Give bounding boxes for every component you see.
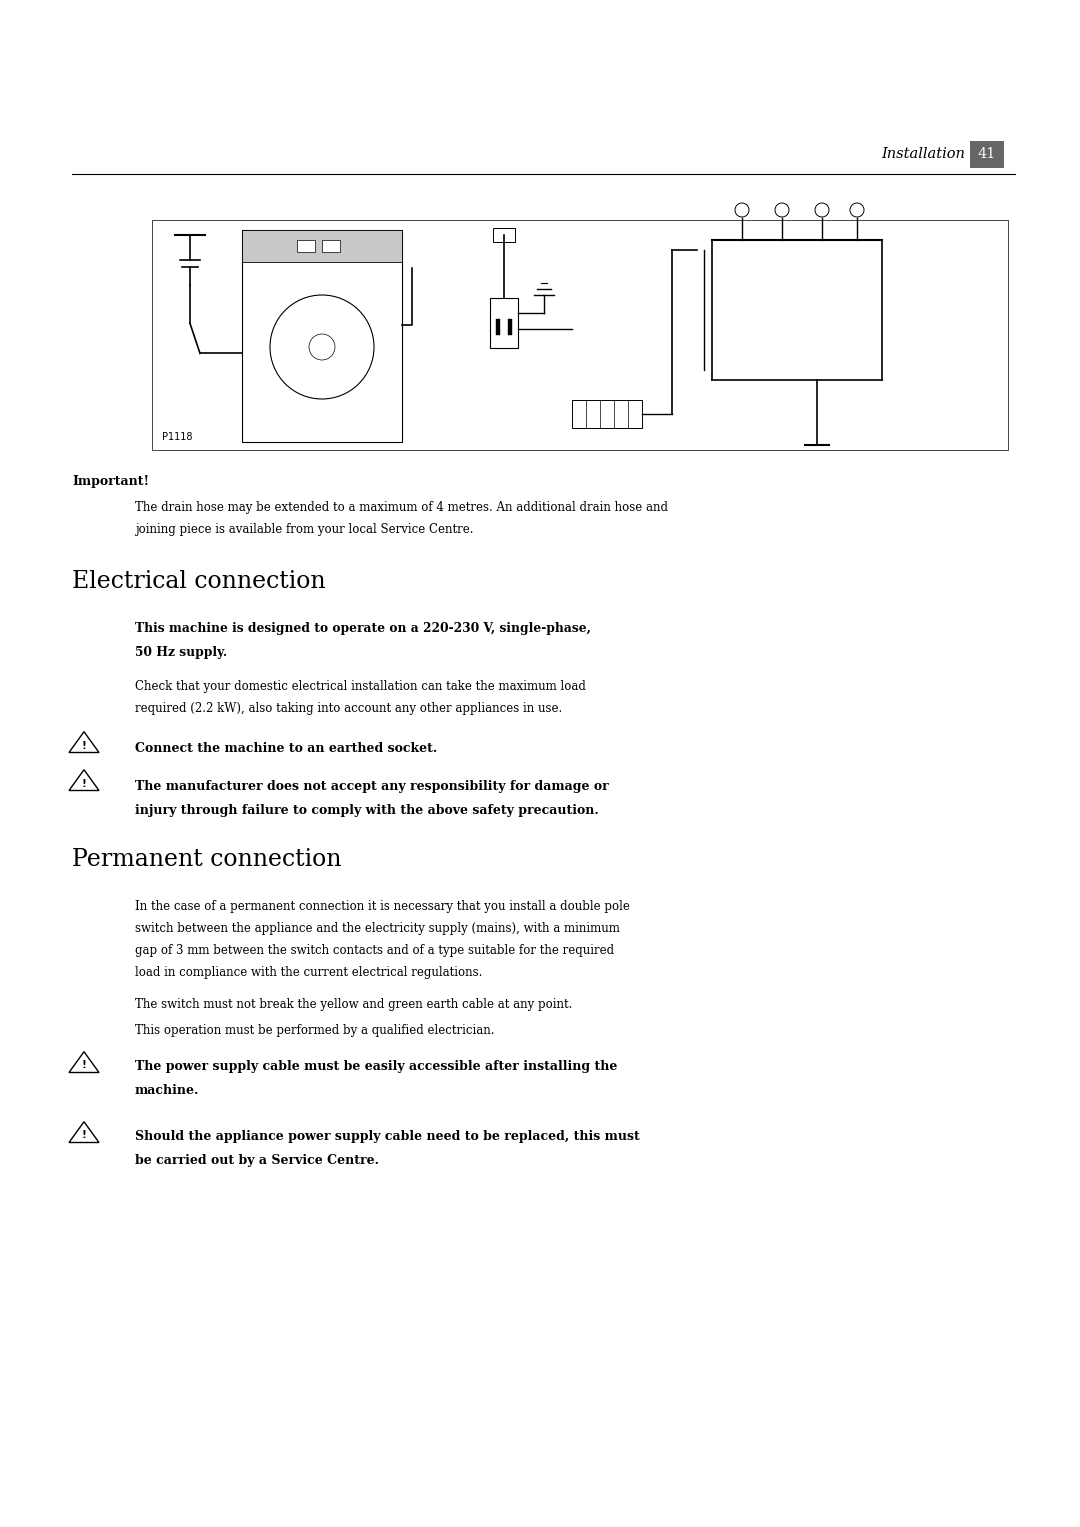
Bar xyxy=(492,228,515,241)
Bar xyxy=(322,240,340,252)
Text: 50 Hz supply.: 50 Hz supply. xyxy=(135,646,227,660)
Text: Installation: Installation xyxy=(881,148,966,162)
Text: !: ! xyxy=(82,1130,86,1141)
Text: The manufacturer does not accept any responsibility for damage or: The manufacturer does not accept any res… xyxy=(135,780,609,793)
Bar xyxy=(242,231,402,263)
Text: required (2.2 kW), also taking into account any other appliances in use.: required (2.2 kW), also taking into acco… xyxy=(135,702,563,715)
Text: The drain hose may be extended to a maximum of 4 metres. An additional drain hos: The drain hose may be extended to a maxi… xyxy=(135,501,669,515)
Text: !: ! xyxy=(82,1060,86,1070)
Text: This operation must be performed by a qualified electrician.: This operation must be performed by a qu… xyxy=(135,1025,495,1037)
Text: !: ! xyxy=(82,779,86,788)
Text: Should the appliance power supply cable need to be replaced, this must: Should the appliance power supply cable … xyxy=(135,1130,639,1144)
Bar xyxy=(508,319,512,336)
Text: 41: 41 xyxy=(977,148,996,162)
Text: injury through failure to comply with the above safety precaution.: injury through failure to comply with th… xyxy=(135,805,598,817)
Text: P1118: P1118 xyxy=(162,432,192,441)
Bar xyxy=(572,400,642,428)
Text: Connect the machine to an earthed socket.: Connect the machine to an earthed socket… xyxy=(135,742,437,754)
Text: Important!: Important! xyxy=(72,475,149,489)
Text: Electrical connection: Electrical connection xyxy=(72,570,326,592)
Text: load in compliance with the current electrical regulations.: load in compliance with the current elec… xyxy=(135,967,483,979)
Text: This machine is designed to operate on a 220-230 V, single-phase,: This machine is designed to operate on a… xyxy=(135,621,591,635)
Text: In the case of a permanent connection it is necessary that you install a double : In the case of a permanent connection it… xyxy=(135,899,630,913)
Text: The power supply cable must be easily accessible after installing the: The power supply cable must be easily ac… xyxy=(135,1060,618,1073)
Bar xyxy=(496,319,500,336)
Bar xyxy=(297,240,315,252)
FancyBboxPatch shape xyxy=(970,140,1004,168)
Text: Permanent connection: Permanent connection xyxy=(72,847,341,870)
Text: The switch must not break the yellow and green earth cable at any point.: The switch must not break the yellow and… xyxy=(135,999,572,1011)
Bar xyxy=(242,231,402,441)
Text: switch between the appliance and the electricity supply (mains), with a minimum: switch between the appliance and the ele… xyxy=(135,922,620,935)
Text: !: ! xyxy=(82,741,86,750)
Text: Check that your domestic electrical installation can take the maximum load: Check that your domestic electrical inst… xyxy=(135,680,585,693)
Text: machine.: machine. xyxy=(135,1084,200,1096)
Text: be carried out by a Service Centre.: be carried out by a Service Centre. xyxy=(135,1154,379,1167)
Bar xyxy=(490,298,518,348)
Text: gap of 3 mm between the switch contacts and of a type suitable for the required: gap of 3 mm between the switch contacts … xyxy=(135,944,615,957)
Text: joining piece is available from your local Service Centre.: joining piece is available from your loc… xyxy=(135,524,473,536)
FancyBboxPatch shape xyxy=(152,220,1008,450)
